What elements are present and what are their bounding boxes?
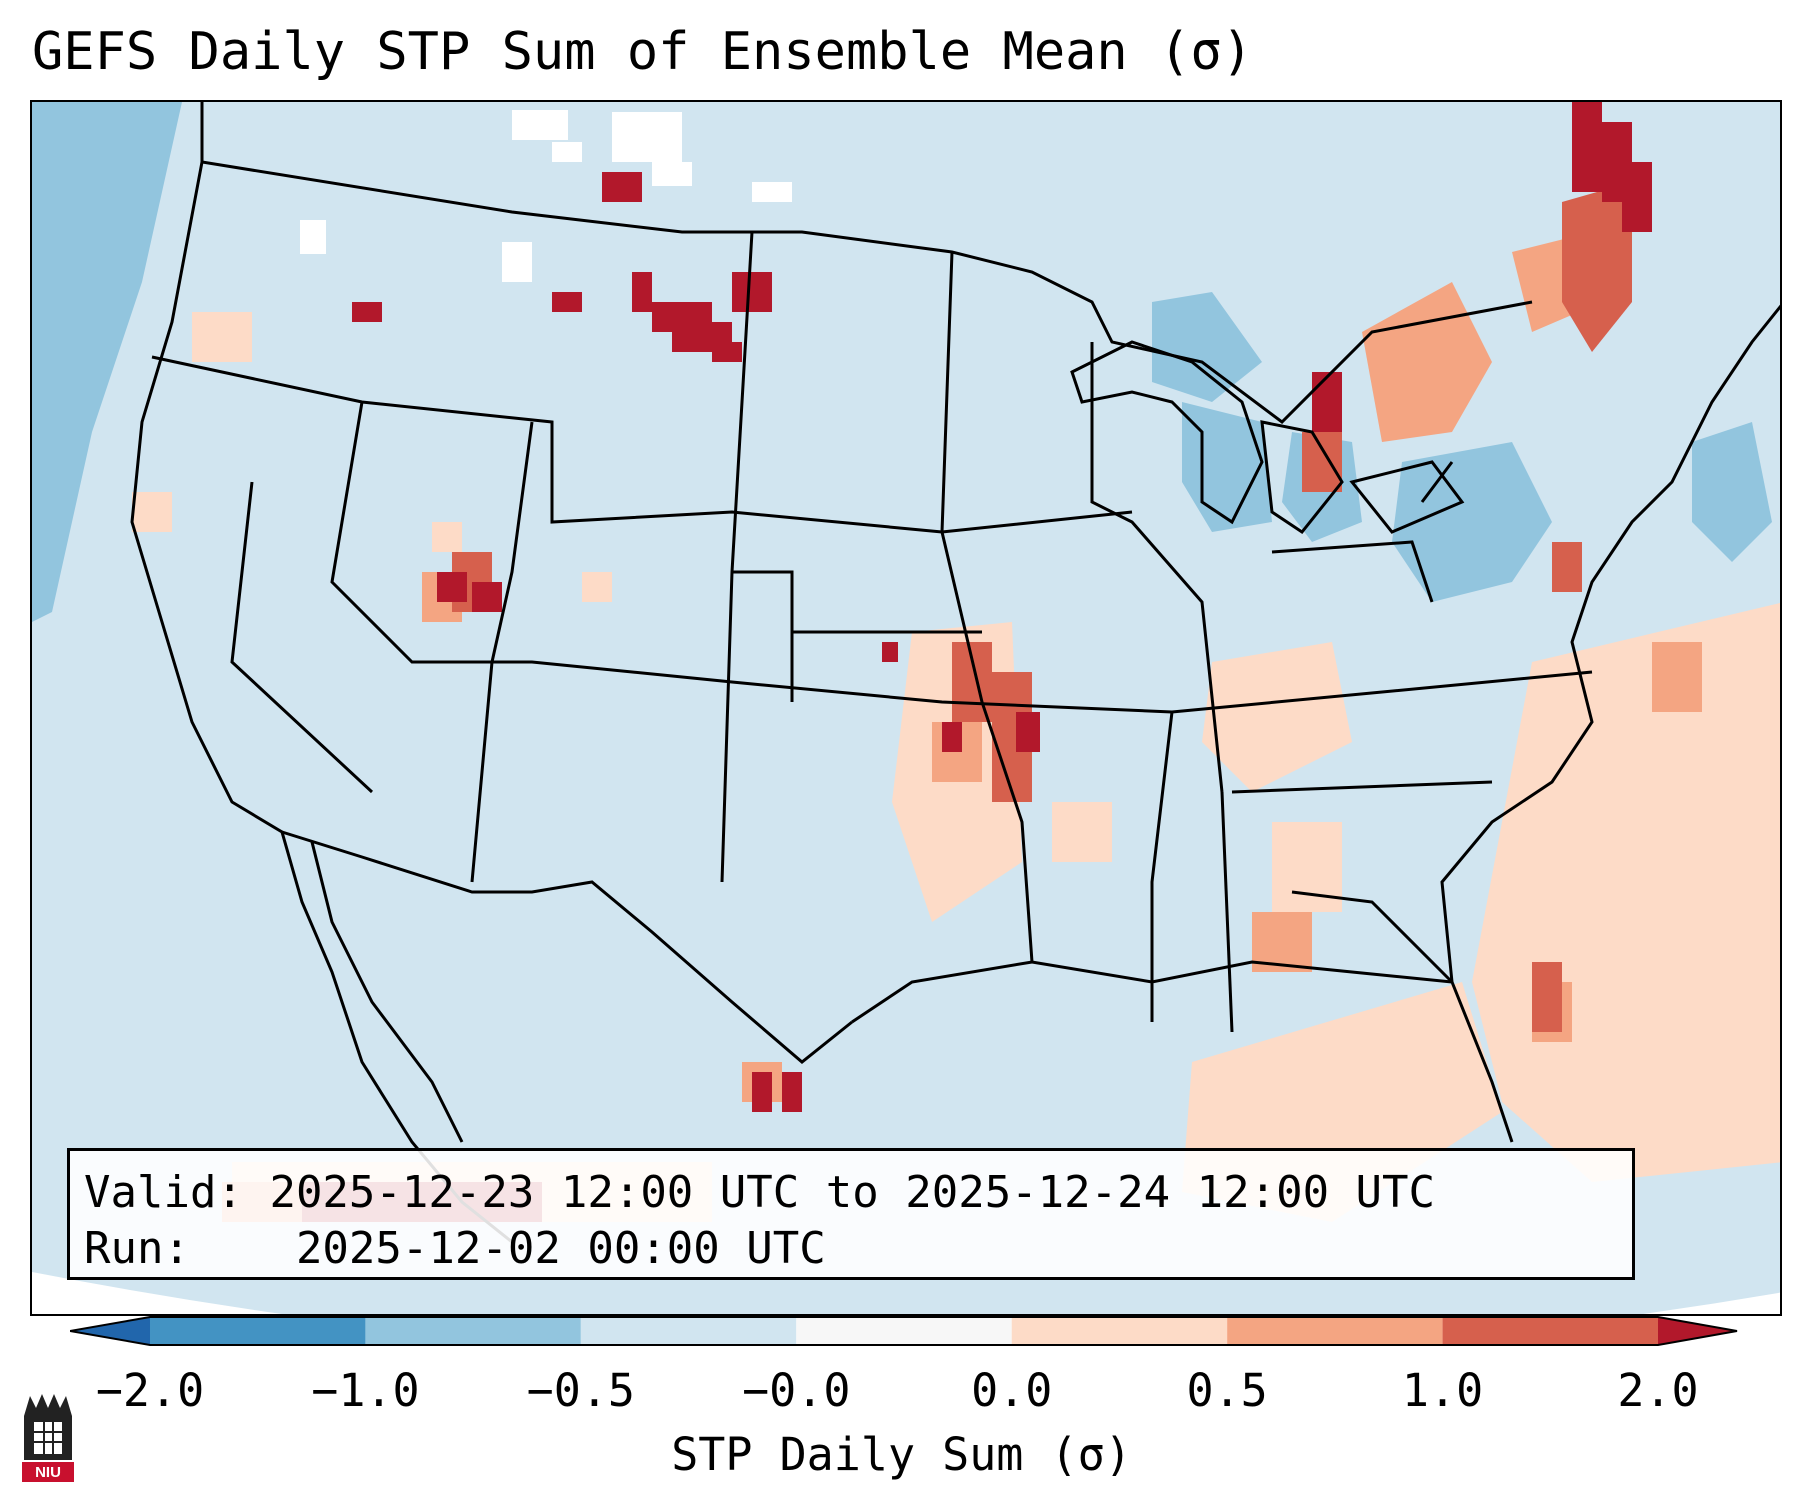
colorbar-bin bbox=[150, 1317, 366, 1345]
neutral-cells bbox=[300, 110, 792, 282]
chart-title: GEFS Daily STP Sum of Ensemble Mean (σ) bbox=[32, 22, 1253, 82]
colorbar-label: STP Daily Sum (σ) bbox=[671, 1428, 1132, 1481]
colorbar-bins bbox=[70, 1317, 1737, 1345]
colorbar-tick-label: −0.5 bbox=[526, 1364, 636, 1417]
valid-run-info-box: Valid: 2025-12-23 12:00 UTC to 2025-12-2… bbox=[67, 1148, 1635, 1280]
colorbar-bin bbox=[70, 1317, 150, 1345]
colorbar-bin bbox=[796, 1317, 1012, 1345]
baja-coast bbox=[310, 841, 464, 1143]
colorbar-bin bbox=[1227, 1317, 1443, 1345]
map-panel bbox=[30, 100, 1782, 1316]
run-label: Run: bbox=[84, 1223, 190, 1274]
colorbar bbox=[70, 1316, 1738, 1346]
us-canada-border bbox=[200, 102, 1533, 424]
colorbar-tick-label: −2.0 bbox=[95, 1364, 205, 1417]
colorbar-bin bbox=[1011, 1317, 1228, 1345]
run-value: 2025-12-02 00:00 UTC bbox=[295, 1223, 826, 1274]
great-lakes-outline bbox=[1070, 340, 1264, 525]
colorbar-bin bbox=[365, 1317, 581, 1345]
colorbar-bin bbox=[580, 1317, 797, 1345]
colorbar-tick-label: −1.0 bbox=[311, 1364, 420, 1417]
stp-map bbox=[32, 102, 1780, 1314]
valid-value: 2025-12-23 12:00 UTC to 2025-12-24 12:00… bbox=[269, 1167, 1436, 1218]
logo-text: NIU bbox=[35, 1464, 61, 1481]
colorbar-tick-label: 0.5 bbox=[1186, 1364, 1268, 1417]
negative-anomaly-areas bbox=[32, 102, 1772, 622]
colorbar-bin bbox=[1442, 1317, 1658, 1345]
colorbar-outline bbox=[70, 1316, 1738, 1346]
geographic-outlines bbox=[130, 102, 1780, 1244]
us-mexico-border bbox=[281, 830, 853, 1064]
colorbar-tick-label: 1.0 bbox=[1401, 1364, 1484, 1417]
valid-label: Valid: bbox=[84, 1167, 243, 1218]
east-coast bbox=[1440, 304, 1780, 983]
colorbar-bin bbox=[1658, 1317, 1737, 1345]
colorbar-tick-label: −0.0 bbox=[742, 1364, 851, 1417]
colorbar-tick-label: 2.0 bbox=[1617, 1364, 1699, 1417]
niu-logo-icon: NIU bbox=[22, 1394, 74, 1482]
west-coast bbox=[130, 161, 513, 1244]
gulf-coast bbox=[851, 960, 1514, 1143]
colorbar-tick-label: 0.0 bbox=[971, 1364, 1053, 1417]
